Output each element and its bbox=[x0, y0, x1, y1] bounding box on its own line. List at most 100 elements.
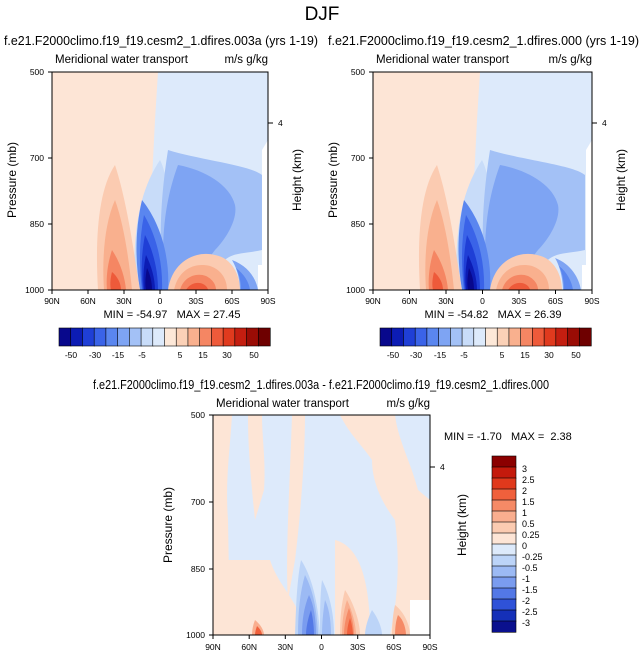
panel-2-title: f.e21.F2000climo.f19_f19.cesm2_1.dfires.… bbox=[328, 34, 639, 48]
panel-2-ytick-0: 500 bbox=[351, 67, 365, 77]
panel-3-ylabel-right: Height (km) bbox=[455, 494, 469, 556]
panel-2-colorbar-swatch-1 bbox=[391, 327, 405, 347]
panel-3-colorbar-swatch-4 bbox=[491, 499, 517, 512]
panel-1-colorbar-swatch-15 bbox=[234, 327, 248, 347]
panel-3-xtick-1: 60N bbox=[241, 642, 257, 652]
panel-1-stats: MIN = -54.97 MAX = 27.45 bbox=[104, 309, 241, 321]
panel-1-xtick-6: 90S bbox=[260, 296, 275, 306]
panel-2-subtitle-right: m/s g/kg bbox=[549, 54, 592, 66]
panel-3-cb-label-2: 2 bbox=[522, 486, 527, 496]
panel-2-xtick-3: 0 bbox=[480, 296, 485, 306]
panel-3: f.e21.F2000climo.f19_f19.cesm2_1.dfires.… bbox=[93, 378, 572, 652]
panel-1-cb-label-0: -50 bbox=[65, 350, 78, 360]
panel-3-colorbar-swatch-10 bbox=[491, 565, 517, 578]
panel-1-colorbar-swatch-9 bbox=[164, 327, 177, 347]
panel-3-xtick-4: 30S bbox=[350, 642, 365, 652]
panel-3-colorbar-swatch-12 bbox=[491, 587, 517, 600]
panel-1-ytick-1: 700 bbox=[30, 153, 44, 163]
panel-2-colorbar-swatch-10 bbox=[496, 327, 510, 347]
panel-3-stats: MIN = -1.70 MAX = 2.38 bbox=[444, 431, 572, 443]
panel-1-xtick-5: 60S bbox=[224, 296, 239, 306]
panel-1-colorbar-swatch-4 bbox=[105, 327, 119, 347]
panel-3-xtick-6: 90S bbox=[422, 642, 437, 652]
panel-3-cb-label-3: 1.5 bbox=[522, 497, 535, 507]
panel-3-cb-label-8: -0.25 bbox=[522, 552, 543, 562]
panel-3-cb-label-6: 0.25 bbox=[522, 530, 540, 540]
panel-1-ytick-2: 850 bbox=[30, 219, 44, 229]
panel-2-colorbar-swatch-0 bbox=[379, 327, 393, 347]
panel-3-cb-label-4: 1 bbox=[522, 508, 527, 518]
panel-3-ticks bbox=[209, 414, 435, 639]
panel-1-cb-label-3: -5 bbox=[138, 350, 146, 360]
panel-2-cb-label-2: -15 bbox=[434, 350, 447, 360]
panel-3-colorbar bbox=[491, 455, 517, 633]
panel-3-xtick-5: 60S bbox=[386, 642, 401, 652]
panel-1-colorbar bbox=[58, 327, 271, 347]
panel-1-cb-label-4: 5 bbox=[178, 350, 183, 360]
panel-3-cb-label-11: -1.5 bbox=[522, 585, 538, 595]
panel-2: f.e21.F2000climo.f19_f19.cesm2_1.dfires.… bbox=[326, 34, 639, 360]
panel-1-colorbar-swatch-10 bbox=[175, 327, 189, 347]
panel-2-ylabel: Pressure (mb) bbox=[326, 142, 340, 218]
panel-1: f.e21.F2000climo.f19_f19.cesm2_1.dfires.… bbox=[4, 34, 318, 360]
panel-1-cb-label-1: -30 bbox=[89, 350, 102, 360]
panel-3-colorbar-swatch-14 bbox=[491, 609, 517, 622]
panel-1-ticks bbox=[48, 71, 273, 294]
panel-3-colorbar-swatch-3 bbox=[491, 488, 517, 501]
panel-2-colorbar-swatch-14 bbox=[543, 327, 557, 347]
panel-3-ytick-2: 850 bbox=[191, 564, 205, 574]
panel-1-field bbox=[52, 72, 268, 290]
panel-1-xtick-2: 30N bbox=[116, 296, 132, 306]
panel-3-xtick-2: 30N bbox=[278, 642, 294, 652]
panel-2-colorbar-swatch-17 bbox=[578, 327, 592, 347]
panel-3-ytick-0: 500 bbox=[191, 410, 205, 420]
panel-1-ytick-0: 500 bbox=[30, 67, 44, 77]
panel-3-colorbar-swatch-5 bbox=[491, 510, 517, 523]
panel-1-title: f.e21.F2000climo.f19_f19.cesm2_1.dfires.… bbox=[4, 34, 318, 48]
panel-1-ylabel: Pressure (mb) bbox=[5, 142, 19, 218]
panel-2-colorbar-swatch-8 bbox=[473, 327, 487, 347]
panel-1-cb-label-6: 30 bbox=[222, 350, 232, 360]
panel-2-cb-label-5: 15 bbox=[520, 350, 530, 360]
panel-1-colorbar-swatch-3 bbox=[93, 327, 107, 347]
panel-2-ylabel-right: Height (km) bbox=[614, 149, 628, 211]
panel-1-cb-label-2: -15 bbox=[112, 350, 125, 360]
panel-2-colorbar-swatch-5 bbox=[438, 327, 451, 347]
panel-3-field bbox=[213, 415, 430, 635]
panel-1-ytick-3: 1000 bbox=[25, 285, 44, 295]
panel-2-xtick-1: 60N bbox=[402, 296, 418, 306]
panel-1-colorbar-swatch-17 bbox=[257, 327, 271, 347]
panel-1-colorbar-swatch-5 bbox=[117, 327, 130, 347]
panel-3-cb-label-0: 3 bbox=[522, 464, 527, 474]
panel-2-colorbar-swatch-9 bbox=[485, 327, 498, 347]
panel-2-ytick-3: 1000 bbox=[346, 285, 365, 295]
panel-1-colorbar-swatch-8 bbox=[152, 327, 166, 347]
panel-3-ytick-right-0: 4 bbox=[440, 462, 445, 472]
panel-1-colorbar-swatch-7 bbox=[140, 327, 154, 347]
panel-1-cb-label-7: 50 bbox=[249, 350, 259, 360]
panel-1-xtick-4: 30S bbox=[188, 296, 203, 306]
panel-1-colorbar-swatch-2 bbox=[82, 327, 95, 347]
panel-2-cb-label-4: 5 bbox=[500, 350, 505, 360]
panel-1-cb-label-5: 15 bbox=[198, 350, 208, 360]
panel-2-colorbar bbox=[379, 327, 592, 347]
panel-1-colorbar-swatch-14 bbox=[222, 327, 236, 347]
panel-3-subtitle-left: Meridional water transport bbox=[216, 398, 350, 410]
panel-2-ticks bbox=[369, 71, 597, 294]
panel-2-colorbar-swatch-2 bbox=[403, 327, 416, 347]
panel-1-colorbar-swatch-0 bbox=[58, 327, 72, 347]
panel-2-xtick-2: 30N bbox=[438, 296, 454, 306]
panel-3-colorbar-swatch-13 bbox=[491, 598, 517, 611]
panel-3-cb-label-5: 0.5 bbox=[522, 519, 535, 529]
panel-1-colorbar-swatch-13 bbox=[211, 327, 224, 347]
panel-1-colorbar-swatch-6 bbox=[129, 327, 142, 347]
panel-1-subtitle-left: Meridional water transport bbox=[55, 54, 189, 66]
panel-1-ylabel-right: Height (km) bbox=[290, 149, 304, 211]
panel-3-subtitle-right: m/s g/kg bbox=[387, 398, 430, 410]
panel-1-ytick-right-0: 4 bbox=[278, 118, 283, 128]
panel-1-colorbar-swatch-16 bbox=[246, 327, 259, 347]
panel-2-colorbar-swatch-13 bbox=[532, 327, 545, 347]
panel-1-colorbar-swatch-11 bbox=[187, 327, 201, 347]
panel-2-colorbar-swatch-3 bbox=[414, 327, 428, 347]
panel-1-subtitle-right: m/s g/kg bbox=[225, 54, 268, 66]
